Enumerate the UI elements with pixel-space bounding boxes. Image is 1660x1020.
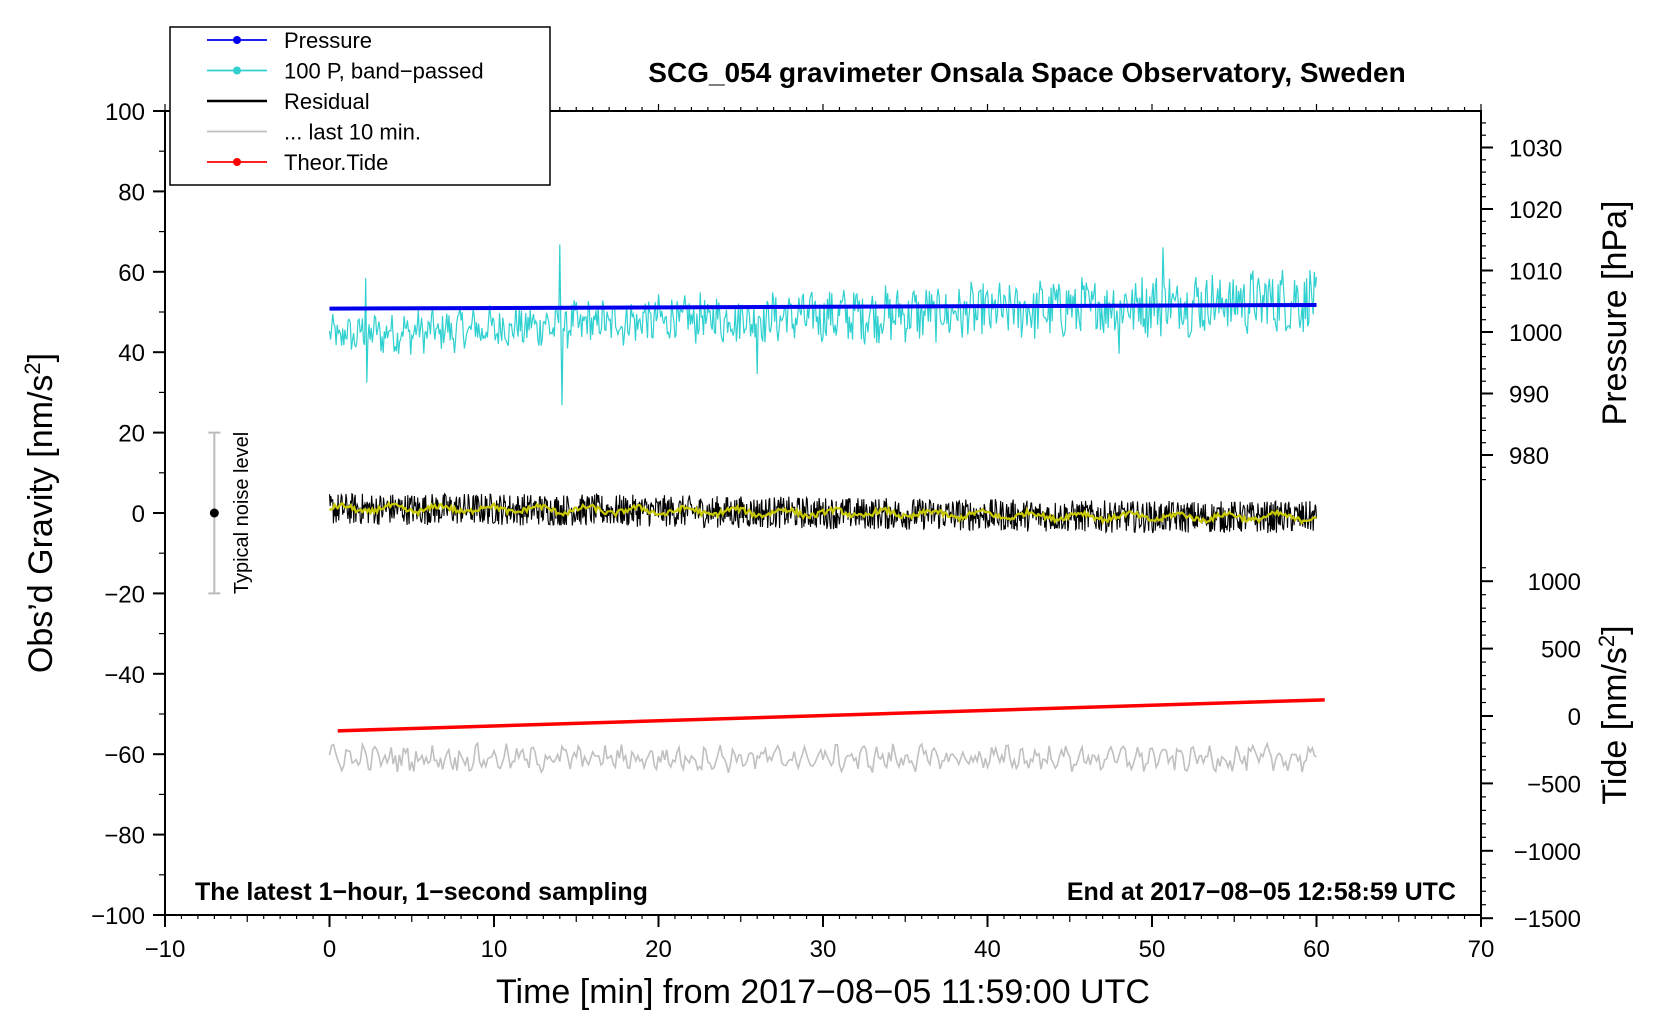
theoretical-tide-series xyxy=(337,698,1325,733)
pressure-axis-title: Pressure [hPa] xyxy=(1596,201,1634,426)
legend-entry: Theor.Tide xyxy=(207,150,388,175)
legend-entry: ... last 10 min. xyxy=(207,120,421,145)
legend-label: Residual xyxy=(284,89,370,114)
tide-axis-title-main: Tide [nm/s xyxy=(1596,647,1634,804)
gravity-axis-title-sup: 2 xyxy=(20,362,45,374)
tide-tick-label: 0 xyxy=(1568,704,1581,731)
sampling-annotation: The latest 1−hour, 1−second sampling xyxy=(195,878,648,906)
tide-tick-label: 1000 xyxy=(1528,569,1581,596)
pressure-series xyxy=(329,302,1317,311)
gravity-axis-title-main: Obs’d Gravity [nm/s xyxy=(22,375,60,674)
gravity-tick-label: −40 xyxy=(104,662,145,689)
pressure-tick-label: 1010 xyxy=(1509,259,1562,286)
last-10-min-series xyxy=(328,741,1317,775)
legend-entry: 100 P, band−passed xyxy=(207,59,484,84)
tide-tick-label: −500 xyxy=(1527,771,1581,798)
plot-content xyxy=(208,244,1325,775)
x-axis-title: Time [min] from 2017−08−05 11:59:00 UTC xyxy=(496,973,1150,1011)
tide-axis-title-sup: 2 xyxy=(1594,635,1619,647)
legend-marker xyxy=(233,36,241,44)
legend-box xyxy=(169,26,551,186)
legend-label: ... last 10 min. xyxy=(284,120,421,145)
legend-marker xyxy=(233,158,241,166)
end-time-annotation: End at 2017−08−05 12:58:59 UTC xyxy=(1067,878,1456,906)
band-passed-pressure-series xyxy=(328,244,1318,406)
noise-level-label: Typical noise level xyxy=(231,432,253,594)
x-tick-label: 70 xyxy=(1468,936,1495,963)
noise-bar-center-dot xyxy=(209,508,219,518)
x-tick-label: 20 xyxy=(645,936,672,963)
legend-marker xyxy=(233,66,241,75)
pressure-tick-label: 990 xyxy=(1509,382,1549,409)
legend-label: Pressure xyxy=(284,28,372,53)
x-tick-label: 40 xyxy=(974,936,1001,963)
pressure-tick-label: 1000 xyxy=(1509,320,1562,347)
gravity-tick-label: 100 xyxy=(105,99,145,126)
pressure-tick-label: 1020 xyxy=(1509,197,1562,224)
noise-bar xyxy=(208,431,221,595)
tide-tick-label: 500 xyxy=(1541,637,1581,664)
x-tick-label: −10 xyxy=(145,936,186,963)
tide-axis-title-end: ] xyxy=(1596,625,1634,634)
gravity-tick-label: −100 xyxy=(91,903,145,930)
legend-label: Theor.Tide xyxy=(284,150,388,175)
x-tick-label: 10 xyxy=(481,936,508,963)
gravity-tick-label: 60 xyxy=(118,260,145,287)
chart-title: SCG_054 gravimeter Onsala Space Observat… xyxy=(648,57,1405,88)
axes: −10 0 10 20 30 40 50 60 70−100−80−60−40−20020406… xyxy=(91,99,1581,963)
tide-tick-label: −1500 xyxy=(1514,906,1581,933)
gravity-axis-title: Obs’d Gravity [nm/s2] xyxy=(20,353,61,673)
legend: Pressure 100 P, band−passed Residual ... la… xyxy=(169,26,551,186)
legend-entry: Residual xyxy=(207,89,370,114)
gravity-tick-label: 80 xyxy=(118,179,145,206)
gravity-tick-label: −20 xyxy=(104,581,145,608)
gravity-tick-label: 0 xyxy=(132,501,145,528)
gravity-tick-label: 40 xyxy=(118,340,145,367)
pressure-tick-label: 980 xyxy=(1509,443,1549,470)
tide-axis-title: Tide [nm/s2] xyxy=(1594,625,1635,804)
gravity-axis-title-end: ] xyxy=(22,353,60,362)
x-tick-label: 60 xyxy=(1303,936,1330,963)
smoothed-residual-series xyxy=(329,500,1318,526)
x-tick-label: 30 xyxy=(810,936,837,963)
legend-label: 100 P, band−passed xyxy=(284,59,484,84)
x-tick-label: 50 xyxy=(1139,936,1166,963)
tide-tick-label: −1000 xyxy=(1514,839,1581,866)
gravity-tick-label: 20 xyxy=(118,421,145,448)
pressure-tick-label: 1030 xyxy=(1509,136,1562,163)
residual-series xyxy=(328,492,1318,534)
legend-entry: Pressure xyxy=(207,28,372,53)
gravity-tick-label: −80 xyxy=(104,823,145,850)
gravity-tick-label: −60 xyxy=(104,742,145,769)
x-tick-label: 0 xyxy=(323,936,336,963)
